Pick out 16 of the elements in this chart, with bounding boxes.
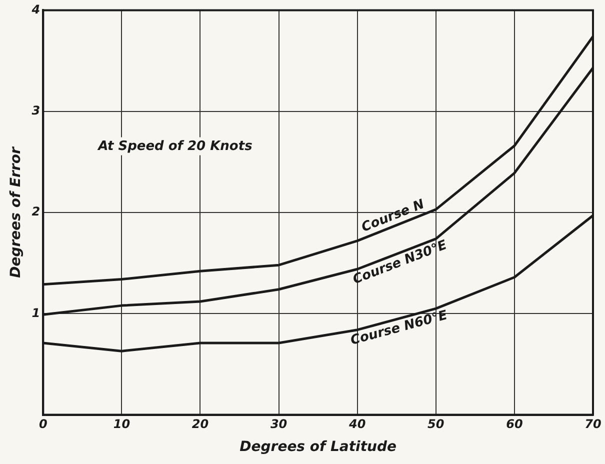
y-tick-label: 3	[32, 103, 40, 118]
x-tick-label: 60	[506, 417, 523, 432]
x-tick-label: 10	[113, 417, 130, 432]
annotation: At Speed of 20 Knots	[97, 139, 253, 154]
y-tick-label: 1	[32, 306, 40, 320]
x-tick-label: 0	[38, 417, 48, 432]
text: Course N60°E	[349, 308, 450, 348]
x-tick-label: 50	[428, 417, 444, 432]
y-tick-label: 4	[30, 2, 40, 16]
x-tick-label: 70	[584, 417, 602, 432]
y-tick-label: 2	[32, 204, 40, 219]
y-axis-title: Degrees of Error	[8, 146, 24, 278]
x-tick-label: 30	[270, 417, 288, 432]
x-axis-title: Degrees of Latitude	[240, 439, 397, 456]
x-tick-label: 20	[192, 417, 209, 432]
x-tick-label: 40	[348, 417, 366, 432]
